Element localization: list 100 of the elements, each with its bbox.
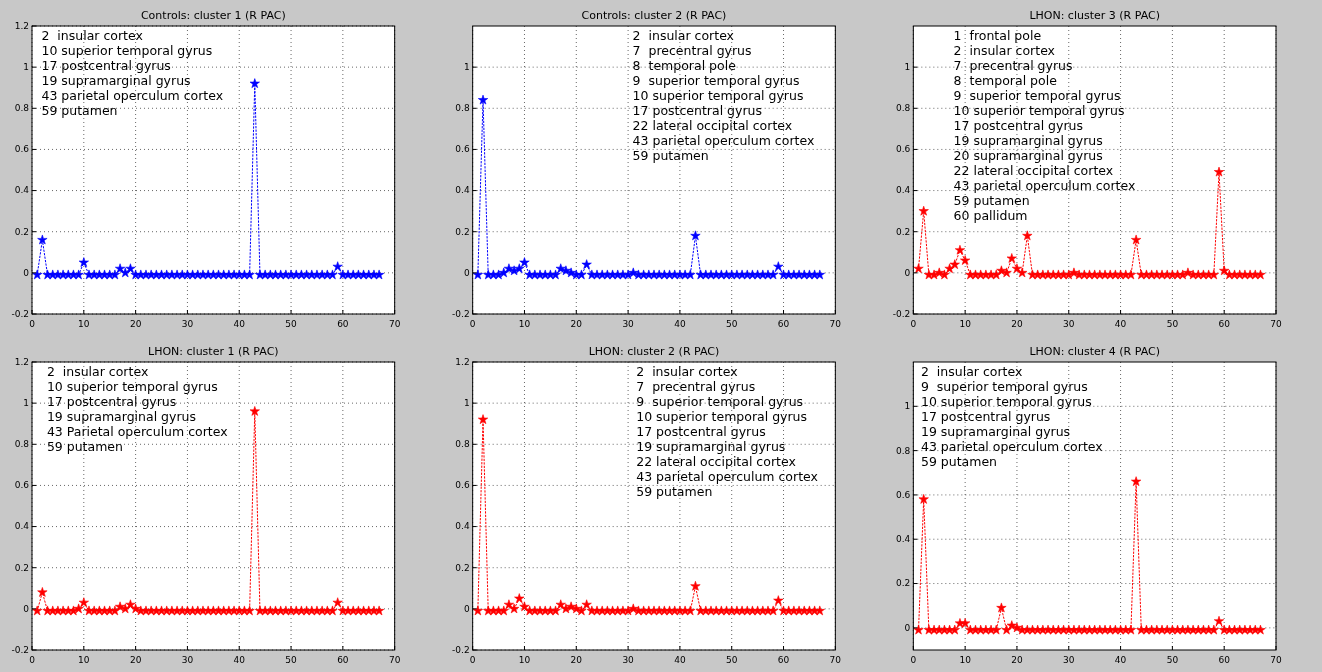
y-tick-label: 0.4 <box>14 185 30 196</box>
annotation: 8 temporal pole <box>953 73 1058 88</box>
y-tick-label: -0.2 <box>452 308 470 319</box>
x-tick-label: 30 <box>1063 655 1075 665</box>
chart-title: Controls: cluster 1 (R PAC) <box>140 9 286 22</box>
annotation: 1 frontal pole <box>953 28 1042 43</box>
x-tick-label: 40 <box>233 319 246 329</box>
annotation: 43 parietal operculum cortex <box>953 178 1136 193</box>
x-tick-label: 50 <box>725 655 738 665</box>
annotation: 17 postcentral gyrus <box>632 103 763 118</box>
chart-title: LHON: cluster 3 (R PAC) <box>1029 9 1160 22</box>
x-tick-label: 70 <box>829 655 842 665</box>
annotation: 60 pallidum <box>953 208 1028 223</box>
x-tick-label: 20 <box>1011 655 1023 665</box>
y-tick-label: 1 <box>904 62 911 73</box>
chart-title: LHON: cluster 4 (R PAC) <box>1029 345 1160 358</box>
annotation: 22 lateral occipital cortex <box>632 118 793 133</box>
x-tick-label: 30 <box>181 319 194 329</box>
y-tick-label: 0.8 <box>896 103 911 114</box>
y-tick-label: 0 <box>904 622 911 633</box>
x-tick-label: 10 <box>959 319 972 329</box>
y-tick-label: 0 <box>23 603 30 614</box>
x-tick-label: 10 <box>78 319 90 329</box>
x-tick-label: 50 <box>1166 655 1179 665</box>
x-tick-label: 60 <box>1218 655 1231 665</box>
x-tick-label: 60 <box>337 319 349 329</box>
annotation: 19 supramarginal gyrus <box>41 73 191 88</box>
annotation: 10 superior temporal gyrus <box>636 409 808 424</box>
annotation: 59 putamen <box>41 103 118 118</box>
annotation: 59 putamen <box>46 439 123 454</box>
y-tick-label: 0.6 <box>14 480 30 491</box>
y-tick-label: 0 <box>23 267 30 278</box>
annotation: 10 superior temporal gyrus <box>920 394 1092 409</box>
annotation: 59 putamen <box>920 454 998 469</box>
x-tick-label: 30 <box>622 319 635 329</box>
annotation: 43 parietal operculum cortex <box>41 88 224 103</box>
y-tick-label: 1 <box>463 62 470 73</box>
y-tick-label: 0.2 <box>896 578 911 589</box>
x-tick-label: 20 <box>1011 319 1023 329</box>
annotation: 19 supramarginal gyrus <box>46 409 197 424</box>
x-tick-label: 10 <box>518 319 531 329</box>
annotation: 2 insular cortex <box>632 28 735 43</box>
annotation: 59 putamen <box>636 484 713 499</box>
annotation: 7 precentral gyrus <box>953 58 1073 73</box>
x-tick-label: 70 <box>829 319 842 329</box>
annotation: 22 lateral occipital cortex <box>953 163 1114 178</box>
x-tick-label: 20 <box>570 319 583 329</box>
x-tick-label: 30 <box>622 655 635 665</box>
chart-title: LHON: cluster 1 (R PAC) <box>148 345 279 358</box>
x-tick-label: 20 <box>129 319 142 329</box>
annotation: 9 superior temporal gyrus <box>632 73 800 88</box>
y-tick-label: 0.2 <box>14 226 29 237</box>
annotation: 9 superior temporal gyrus <box>953 88 1121 103</box>
annotation: 2 insular cortex <box>636 364 738 379</box>
annotation: 7 precentral gyrus <box>636 379 756 394</box>
y-tick-label: 0 <box>904 267 911 278</box>
annotation: 20 supramarginal gyrus <box>953 148 1103 163</box>
annotation: 8 temporal pole <box>632 58 737 73</box>
annotation: 2 insular cortex <box>920 364 1023 379</box>
x-tick-label: 70 <box>1270 655 1282 665</box>
y-tick-label: 0.8 <box>896 445 911 456</box>
y-tick-label: 1 <box>463 398 470 409</box>
annotation: 17 postcentral gyrus <box>953 118 1084 133</box>
x-tick-label: 40 <box>1114 319 1127 329</box>
x-tick-label: 30 <box>1063 319 1075 329</box>
chart-title: LHON: cluster 2 (R PAC) <box>588 345 720 358</box>
x-tick-label: 60 <box>337 655 349 665</box>
y-tick-label: 1.2 <box>455 356 470 367</box>
x-tick-label: 70 <box>388 655 401 665</box>
x-tick-label: 30 <box>181 655 194 665</box>
x-tick-label: 10 <box>518 655 531 665</box>
y-tick-label: 0.2 <box>14 562 29 573</box>
y-tick-label: 0.8 <box>14 439 30 450</box>
annotation: 17 postcentral gyrus <box>920 409 1051 424</box>
x-tick-label: 40 <box>674 655 686 665</box>
y-tick-label: -0.2 <box>11 644 29 655</box>
x-tick-label: 50 <box>285 655 298 665</box>
annotation: 59 putamen <box>953 193 1030 208</box>
x-tick-label: 60 <box>777 319 790 329</box>
y-tick-label: 1.2 <box>14 20 29 31</box>
x-tick-label: 70 <box>1270 319 1282 329</box>
annotation: 19 supramarginal gyrus <box>636 439 786 454</box>
x-tick-label: 50 <box>1166 319 1179 329</box>
annotation: 2 insular cortex <box>46 364 149 379</box>
y-tick-label: 1.2 <box>14 356 29 367</box>
y-tick-label: 1 <box>23 398 29 409</box>
y-tick-label: 1 <box>904 401 911 412</box>
y-tick-label: 0.2 <box>455 226 470 237</box>
y-tick-label: 0.6 <box>455 480 470 491</box>
annotation: 19 supramarginal gyrus <box>953 133 1103 148</box>
annotation: 17 postcentral gyrus <box>46 394 177 409</box>
annotation: 10 superior temporal gyrus <box>953 103 1125 118</box>
annotation: 17 postcentral gyrus <box>41 58 171 73</box>
x-tick-label: 10 <box>959 655 972 665</box>
annotation: 43 Parietal operculum cortex <box>46 424 228 439</box>
annotation: 43 parietal operculum cortex <box>920 439 1103 454</box>
annotation: 43 parietal operculum cortex <box>632 133 815 148</box>
x-tick-label: 20 <box>570 655 583 665</box>
y-tick-label: 0.4 <box>455 185 470 196</box>
y-tick-label: 0.4 <box>896 185 911 196</box>
